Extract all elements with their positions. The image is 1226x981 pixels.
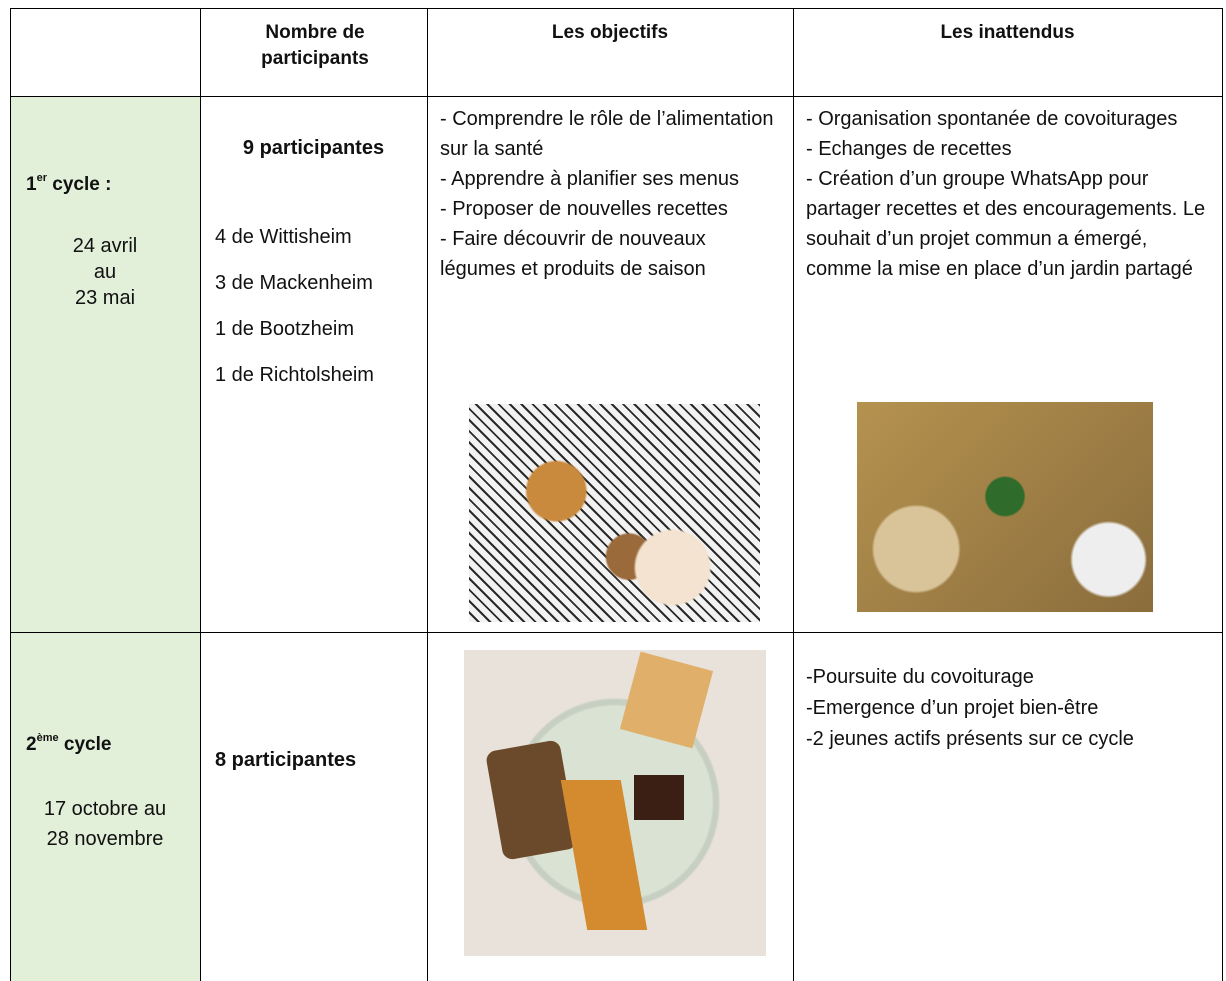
- dates: 17 octobre au 28 novembre: [10, 794, 200, 854]
- participants-total: 9 participantes: [242, 137, 385, 159]
- border: [10, 632, 1223, 633]
- border: [10, 96, 1223, 97]
- cycle-label: 2ème cycle: [26, 732, 111, 756]
- objective: - Apprendre à planifier ses menus: [440, 168, 740, 190]
- column-header: Les objectifs: [551, 22, 669, 43]
- cycle-text: cycle: [58, 734, 112, 755]
- photo: [469, 404, 760, 622]
- unexpected-item: - Organisation spontanée de covoiturages: [806, 108, 1178, 130]
- dates: 24 avril au 23 mai: [10, 233, 200, 311]
- date-line: au: [93, 261, 117, 283]
- column-header: Les inattendus: [940, 22, 1075, 43]
- cycle-number: 2: [26, 734, 37, 755]
- border: [200, 8, 201, 981]
- objective: - Proposer de nouvelles recettes: [440, 198, 728, 220]
- border: [793, 8, 794, 981]
- row-header-bg: [10, 96, 200, 981]
- date-line: 28 novembre: [46, 828, 164, 850]
- objectives: - Comprendre le rôle de l’alimentation s…: [440, 104, 785, 284]
- border: [1222, 8, 1223, 981]
- unexpected: -Poursuite du covoiturage -Emergence d’u…: [806, 662, 1218, 755]
- unexpected-item: -Poursuite du covoiturage: [806, 666, 1034, 688]
- date-line: 24 avril: [72, 235, 138, 257]
- cycle-text: cycle :: [46, 174, 112, 195]
- unexpected-item: -2 jeunes actifs présents sur ce cycle: [806, 728, 1134, 750]
- town: 1 de Bootzheim: [215, 318, 354, 340]
- objective: - Faire découvrir de nouveaux légumes et…: [440, 228, 706, 280]
- town: 4 de Wittisheim: [215, 226, 352, 248]
- town: 1 de Richtolsheim: [215, 364, 374, 386]
- unexpected-item: - Echanges de recettes: [806, 138, 1012, 160]
- photo-detail: [619, 651, 714, 749]
- participants-total: 8 participantes: [215, 749, 357, 771]
- cycle-label: 1er cycle :: [26, 172, 111, 196]
- photo: [464, 650, 766, 956]
- unexpected-item: - Création d’un groupe WhatsApp pour par…: [806, 168, 1206, 280]
- cycle-number: 1: [26, 174, 37, 195]
- border: [10, 8, 1223, 9]
- cycle-suffix: ème: [36, 732, 59, 744]
- town: 3 de Mackenheim: [215, 272, 373, 294]
- date-line: 23 mai: [74, 287, 136, 309]
- border: [427, 8, 428, 981]
- cycle-suffix: er: [36, 172, 47, 184]
- photo-detail: [634, 775, 684, 820]
- border: [10, 8, 11, 981]
- unexpected-item: -Emergence d’un projet bien-être: [806, 697, 1099, 719]
- unexpected: - Organisation spontanée de covoiturages…: [806, 104, 1218, 284]
- date-line: 17 octobre au: [43, 798, 167, 820]
- column-header: Nombre de participants: [261, 22, 369, 69]
- towns: 4 de Wittisheim 3 de Mackenheim 1 de Boo…: [215, 214, 374, 398]
- photo: [857, 402, 1153, 612]
- objective: - Comprendre le rôle de l’alimentation s…: [440, 108, 774, 160]
